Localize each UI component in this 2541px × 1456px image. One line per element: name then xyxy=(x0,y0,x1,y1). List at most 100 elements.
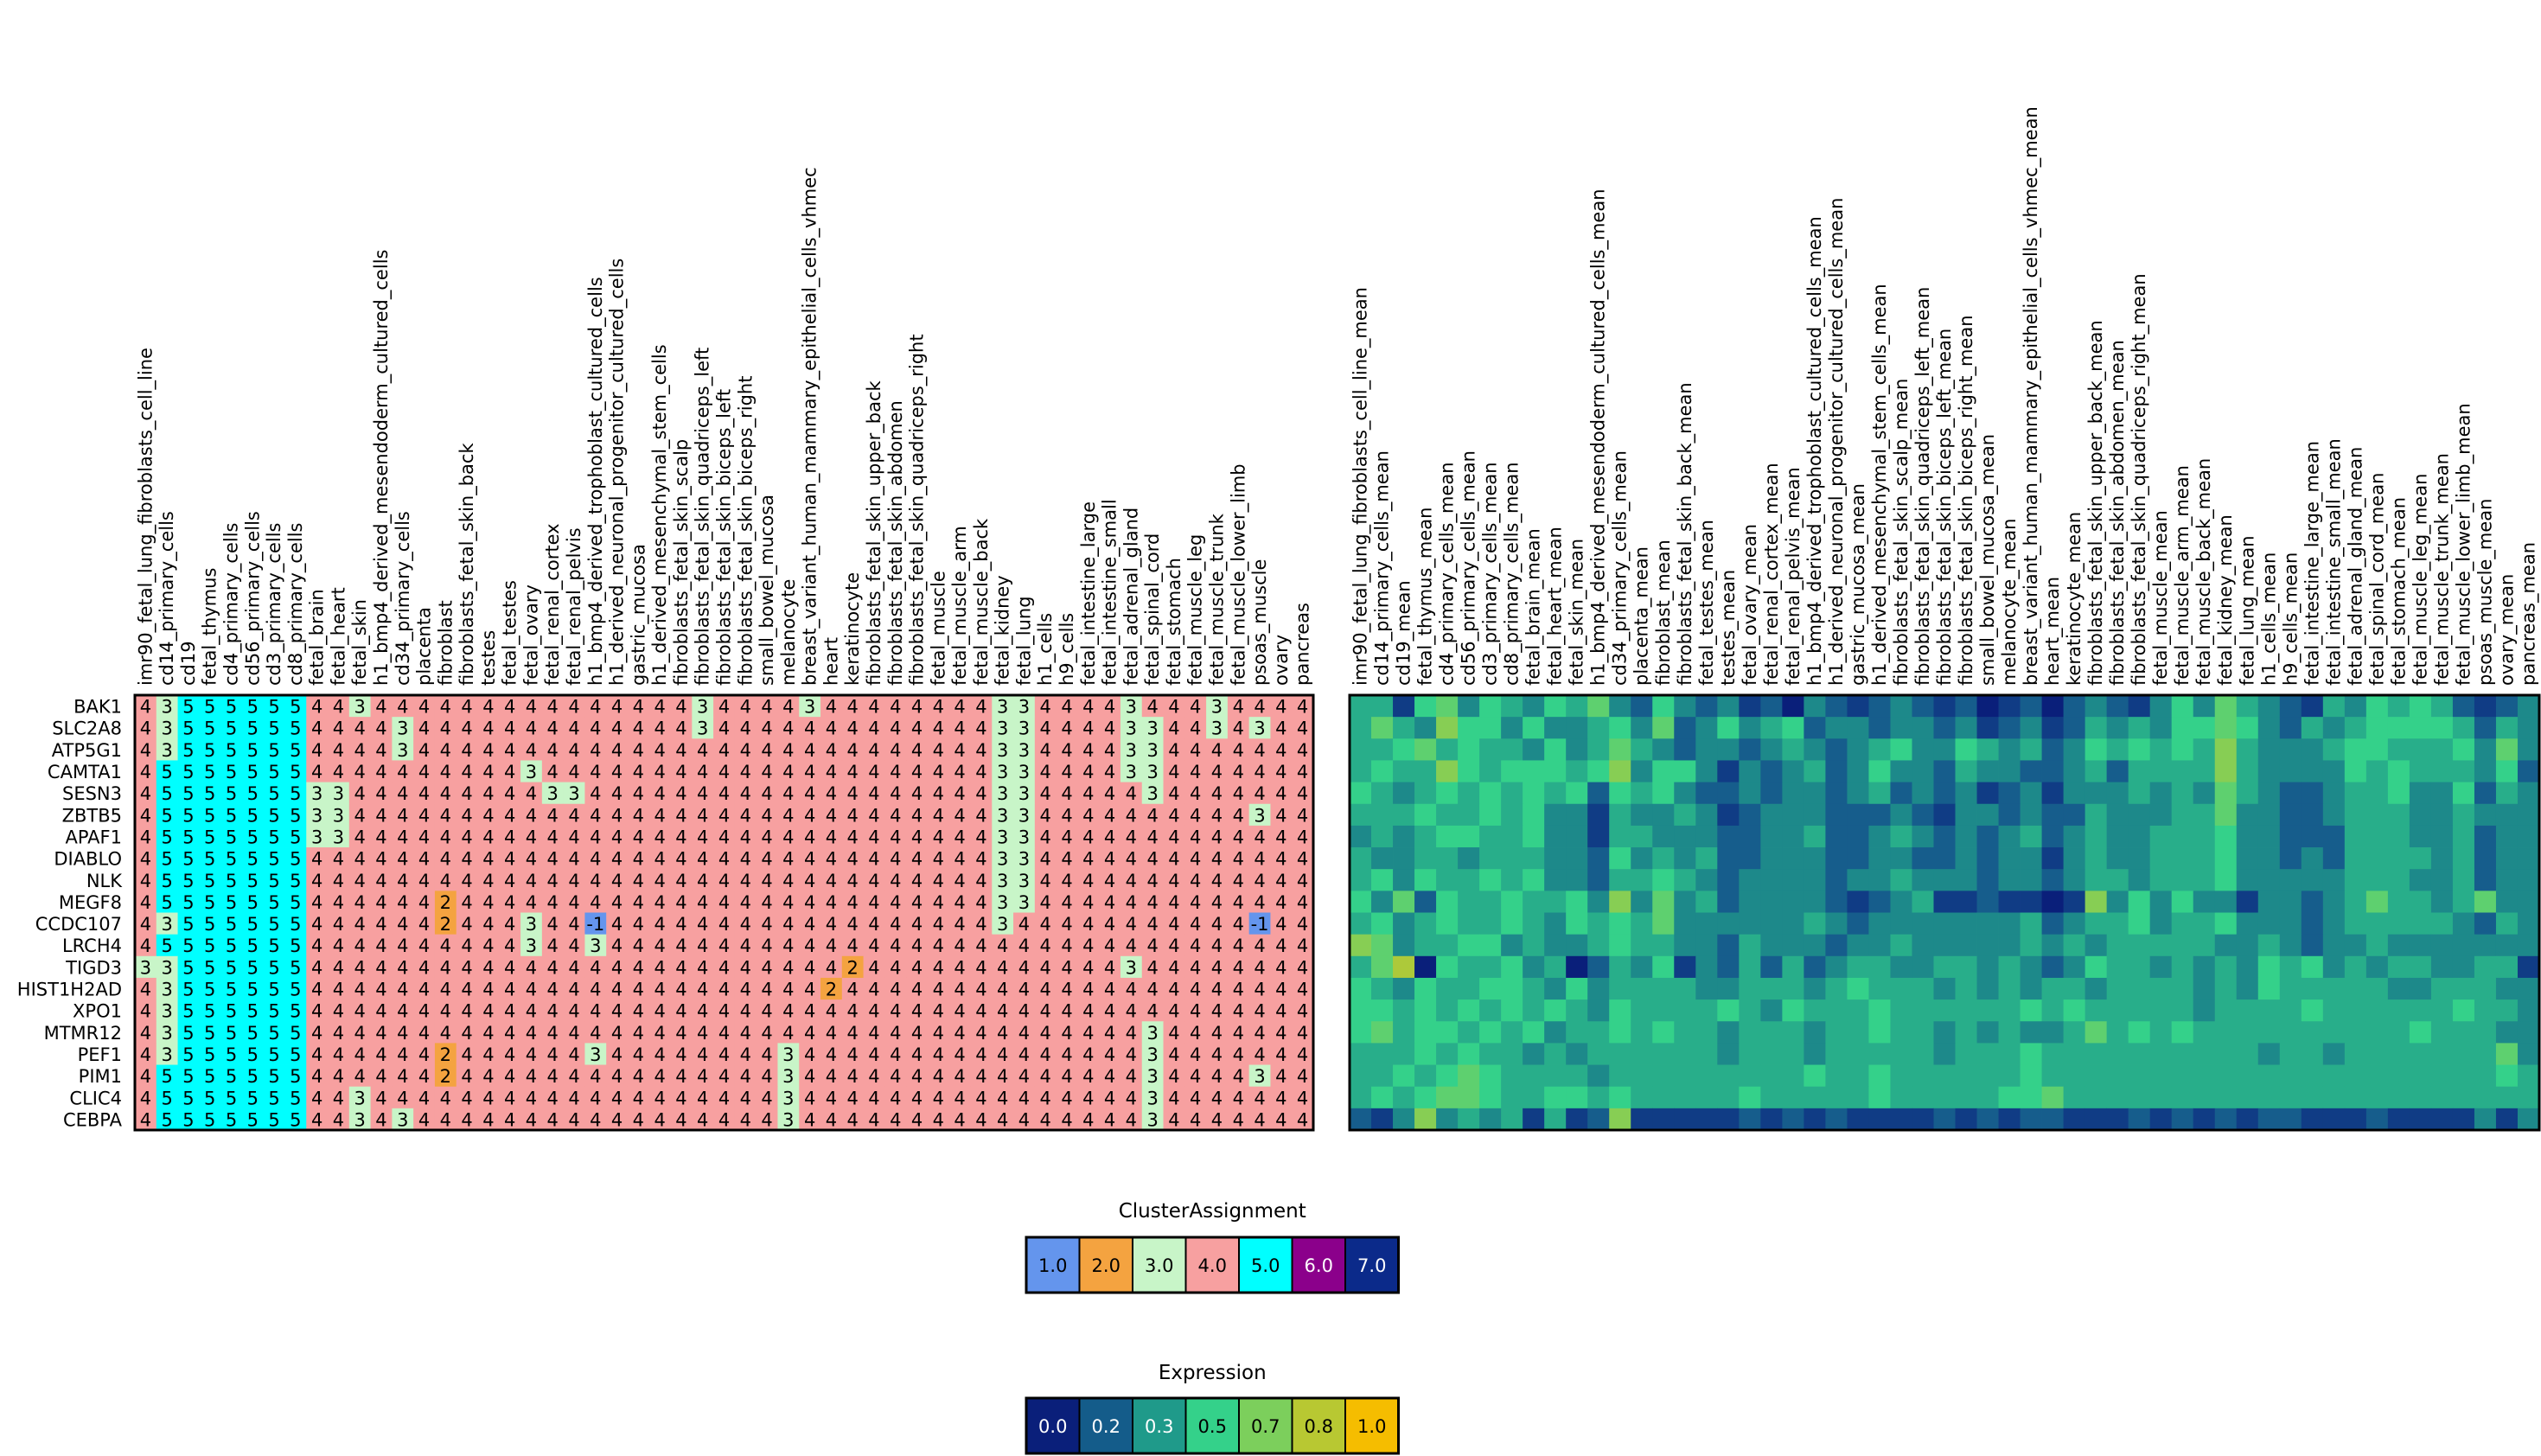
cluster-cell xyxy=(177,1021,200,1044)
cluster-cell-label: 4 xyxy=(354,849,366,870)
cluster-cell-label: 4 xyxy=(975,697,986,718)
cluster-cell xyxy=(1184,1021,1207,1044)
cluster-cell-label: 4 xyxy=(804,849,815,870)
cluster-cell xyxy=(756,934,778,957)
expression-cell xyxy=(1414,1086,1437,1109)
cluster-cell xyxy=(906,1021,929,1044)
cluster-cell-label: 4 xyxy=(1168,1109,1179,1130)
cluster-cell xyxy=(392,955,414,979)
cluster-cell xyxy=(884,695,907,718)
expression-cell xyxy=(2214,934,2238,957)
cluster-cell xyxy=(1120,977,1143,1000)
cluster-cell xyxy=(328,825,350,848)
cluster-cell xyxy=(392,1043,414,1065)
cluster-cell-label: 4 xyxy=(547,980,559,1000)
expression-cell xyxy=(1479,1043,1502,1065)
cluster-cell-label: 4 xyxy=(547,827,559,847)
cluster-cell xyxy=(1292,934,1314,957)
expression-cell xyxy=(1523,1021,1545,1044)
cluster-cell xyxy=(370,955,393,979)
cluster-cell-label: 4 xyxy=(418,1023,430,1044)
cluster-cell-label: 4 xyxy=(1254,871,1265,891)
cluster-cell xyxy=(884,803,907,827)
cluster-cell xyxy=(1077,803,1100,827)
cluster-cell xyxy=(906,847,929,870)
cluster-cell xyxy=(1099,738,1121,761)
expression-cell xyxy=(1631,1108,1653,1131)
expression-cell xyxy=(2495,934,2519,957)
cluster-cell-label: 4 xyxy=(1211,1066,1223,1087)
cluster-cell-label: 4 xyxy=(1126,1001,1137,1022)
cluster-cell xyxy=(1292,760,1314,782)
cluster-cell-label: 4 xyxy=(547,892,559,913)
expression-cell xyxy=(2301,869,2324,891)
expression-cell xyxy=(1847,912,1869,936)
expression-cell xyxy=(1717,847,1740,870)
cluster-cell xyxy=(584,955,607,979)
expression-cell xyxy=(1393,1043,1415,1065)
cluster-cell-label: 4 xyxy=(1040,892,1051,913)
expression-cell xyxy=(1609,999,1631,1022)
cluster-cell-label: 4 xyxy=(590,740,601,761)
cluster-cell-label: 4 xyxy=(1082,762,1094,782)
cluster-cell xyxy=(841,869,864,891)
cluster-cell xyxy=(263,803,285,827)
cluster-cell xyxy=(1034,717,1057,739)
expression-cell xyxy=(1739,977,1761,1000)
cluster-cell xyxy=(756,760,778,782)
cluster-cell xyxy=(1206,869,1229,891)
expression-cell xyxy=(1804,1064,1826,1088)
expression-cell xyxy=(1479,760,1502,782)
cluster-cell xyxy=(199,912,221,936)
expression-cell xyxy=(2495,1064,2519,1088)
cluster-cell-label: 5 xyxy=(182,740,194,761)
expression-cell xyxy=(1479,825,1502,848)
expression-cell xyxy=(2387,760,2410,782)
cluster-cell xyxy=(648,1021,671,1044)
cluster-cell xyxy=(627,825,650,848)
expression-cell xyxy=(1371,1086,1394,1109)
cluster-cell xyxy=(1141,934,1164,957)
cluster-cell-label: 4 xyxy=(1275,827,1286,847)
cluster-cell xyxy=(220,955,243,979)
cluster-cell-label: 4 xyxy=(1190,980,1201,1000)
cluster-cell xyxy=(1163,977,1185,1000)
expression-cell xyxy=(2041,825,2064,848)
cluster-cell xyxy=(948,782,971,805)
legend-label: 2.0 xyxy=(1092,1255,1120,1276)
expression-cell xyxy=(2193,695,2216,718)
cluster-cell xyxy=(692,738,714,761)
cluster-cell xyxy=(263,869,285,891)
column-label: gastric_mucosa xyxy=(628,544,649,686)
expression-cell xyxy=(1955,695,1977,718)
cluster-cell xyxy=(841,847,864,870)
cluster-cell-label: 4 xyxy=(718,980,730,1000)
expression-cell xyxy=(1933,955,1956,979)
expression-cell xyxy=(1998,955,2021,979)
column-label: fibroblasts_fetal_skin_scalp_mean xyxy=(1891,379,1912,686)
cluster-cell-label: 4 xyxy=(933,980,944,1000)
cluster-cell-label: 4 xyxy=(1275,1066,1286,1087)
expression-cell xyxy=(1652,1043,1675,1065)
cluster-cell-label: 5 xyxy=(290,1109,301,1130)
cluster-cell-label: 4 xyxy=(1233,805,1244,826)
cluster-cell-label: 3 xyxy=(1211,697,1223,718)
expression-cell xyxy=(1436,934,1459,957)
cluster-cell xyxy=(1206,891,1229,913)
cluster-cell-label: 4 xyxy=(997,1109,1008,1130)
cluster-cell xyxy=(692,717,714,739)
cluster-cell xyxy=(863,999,885,1022)
cluster-cell-label: 4 xyxy=(611,783,622,804)
expression-cell xyxy=(1652,847,1675,870)
expression-cell xyxy=(1912,738,1934,761)
cluster-cell-label: 4 xyxy=(375,914,386,935)
cluster-cell-label: -1 xyxy=(1251,914,1269,935)
cluster-cell-label: 4 xyxy=(761,740,772,761)
cluster-cell xyxy=(713,782,736,805)
cluster-cell-label: 4 xyxy=(333,980,344,1000)
expression-cell xyxy=(2474,803,2497,827)
cluster-cell xyxy=(328,912,350,936)
cluster-cell-label: 4 xyxy=(675,783,686,804)
cluster-cell-label: 4 xyxy=(547,936,559,956)
expression-cell xyxy=(2409,955,2432,979)
